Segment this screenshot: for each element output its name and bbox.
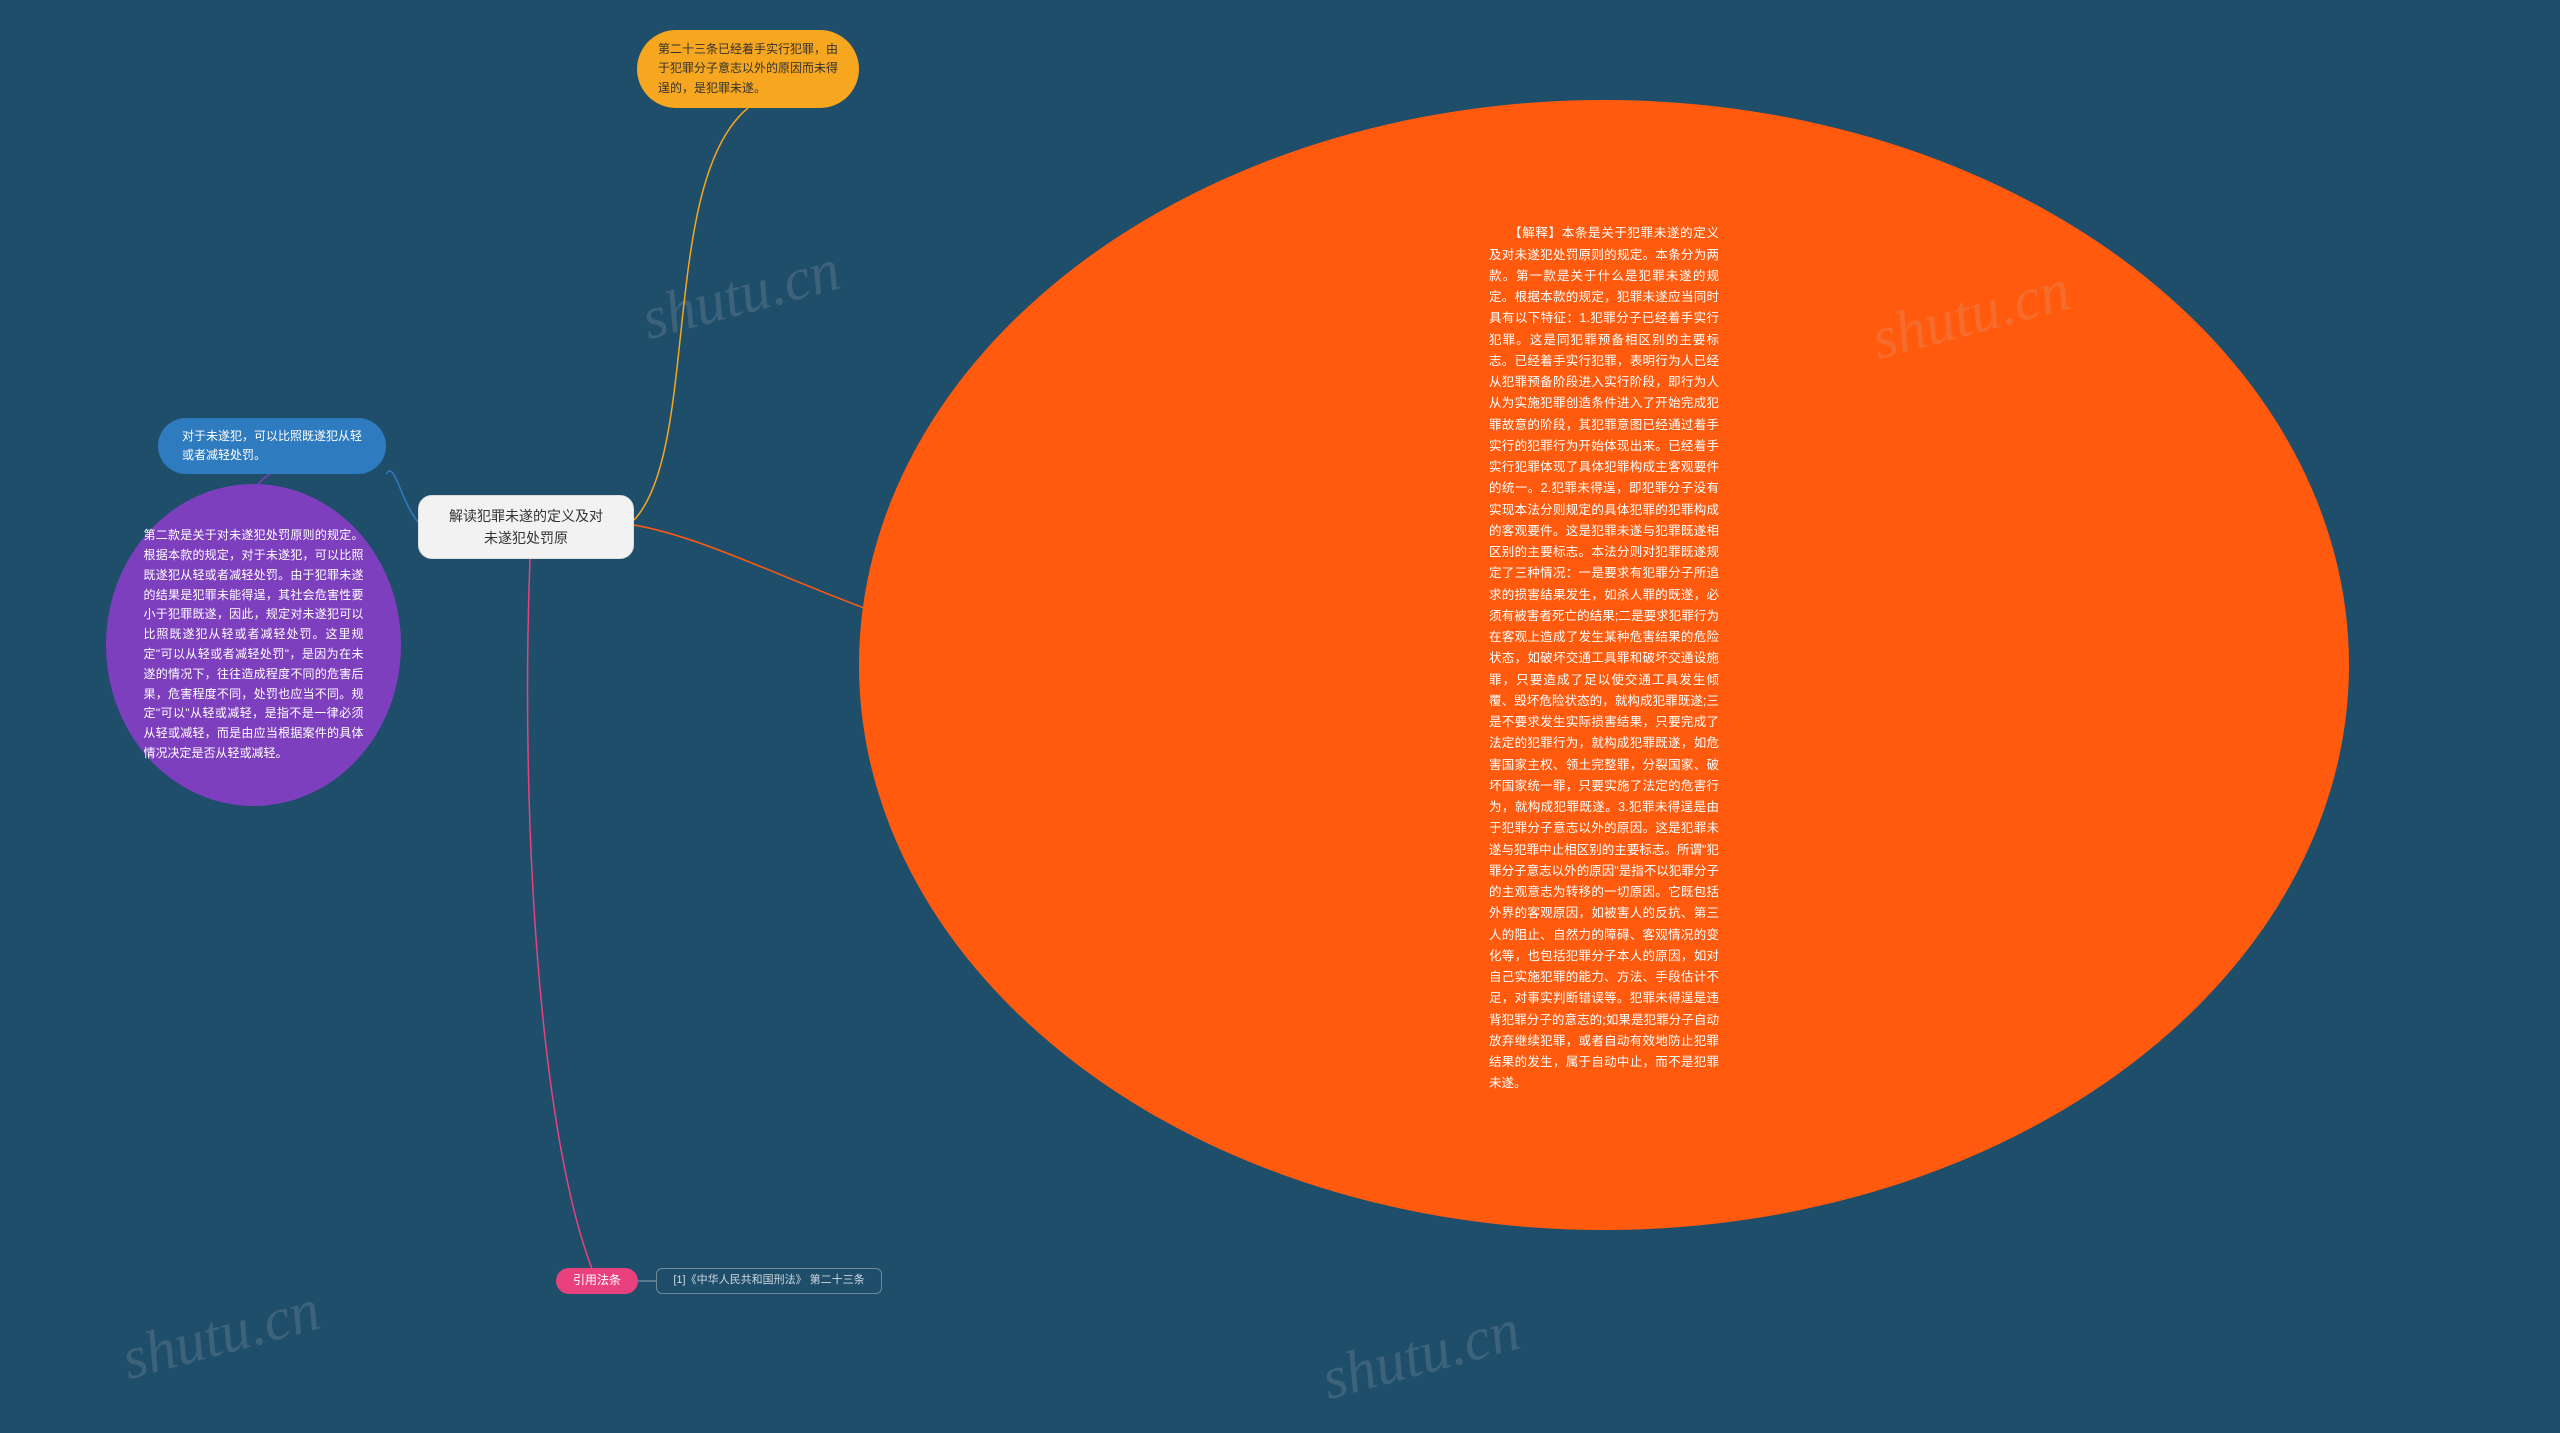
node-interpretation[interactable]: 【解释】本条是关于犯罪未遂的定义及对未遂犯处罚原则的规定。本条分为两款。第一款是… [859,100,2349,1230]
node-article-23[interactable]: 第二十三条已经着手实行犯罪，由 于犯罪分子意志以外的原因而未得 逞的，是犯罪未遂… [637,30,859,108]
node-citation-ref[interactable]: [1]《中华人民共和国刑法》 第二十三条 [656,1268,882,1294]
node-punishment-detail-text: 第二款是关于对未遂犯处罚原则的规定。根据本款的规定，对于未遂犯，可以比照既遂犯从… [144,526,364,764]
node-citation-ref-text: [1]《中华人民共和国刑法》 第二十三条 [673,1272,864,1290]
center-node[interactable]: 解读犯罪未遂的定义及对 未遂犯处罚原 [418,495,634,559]
node-punishment-brief[interactable]: 对于未遂犯，可以比照既遂犯从轻 或者减轻处罚。 [158,418,386,474]
node-citation-label-text: 引用法条 [573,1271,621,1290]
mindmap-canvas: 解读犯罪未遂的定义及对 未遂犯处罚原 第二十三条已经着手实行犯罪，由 于犯罪分子… [0,0,2560,1433]
node-article-23-text: 第二十三条已经着手实行犯罪，由 于犯罪分子意志以外的原因而未得 逞的，是犯罪未遂… [658,40,838,98]
node-citation-label[interactable]: 引用法条 [556,1268,638,1294]
node-punishment-brief-text: 对于未遂犯，可以比照既遂犯从轻 或者减轻处罚。 [182,427,362,465]
node-punishment-detail[interactable]: 第二款是关于对未遂犯处罚原则的规定。根据本款的规定，对于未遂犯，可以比照既遂犯从… [106,484,401,806]
node-interpretation-text: 【解释】本条是关于犯罪未遂的定义及对未遂犯处罚原则的规定。本条分为两款。第一款是… [1489,223,1719,1094]
center-node-label: 解读犯罪未遂的定义及对 未遂犯处罚原 [449,505,603,550]
